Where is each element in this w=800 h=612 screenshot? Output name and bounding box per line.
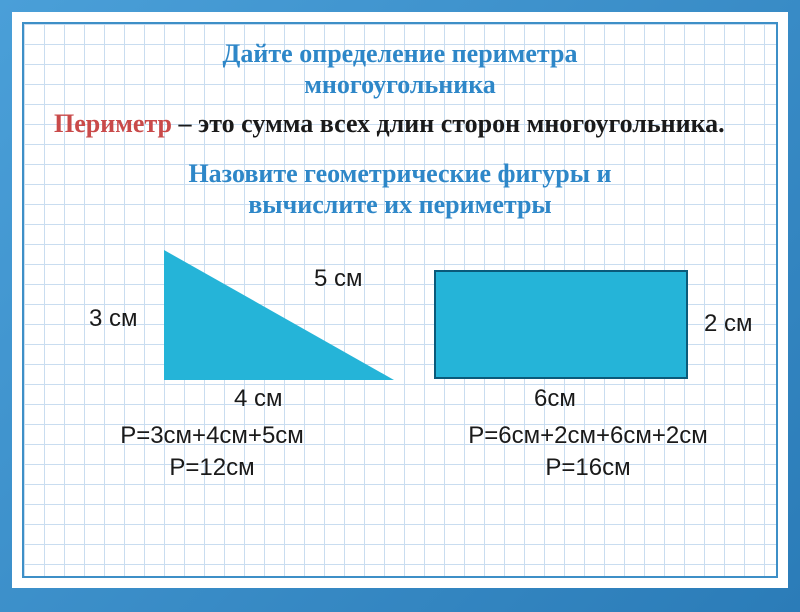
subtitle-line-2: вычислите их периметры <box>248 190 551 219</box>
title-line-2: многоугольника <box>304 70 496 99</box>
grid-background: Дайте определение периметра многоугольни… <box>22 22 778 578</box>
triangle-calc-1: Р=3см+4см+5см <box>24 420 400 452</box>
table-row: Р=3см+4см+5см Р=6см+2см+6см+2см <box>24 420 776 452</box>
content-area: Дайте определение периметра многоугольни… <box>24 24 776 576</box>
slide-frame: Дайте определение периметра многоугольни… <box>12 12 788 588</box>
shapes-container: 3 см 5 см 4 см 2 см 6см <box>24 230 776 420</box>
rectangle-side-w-label: 6см <box>534 385 576 413</box>
rectangle-calc-2: Р=16см <box>400 452 776 484</box>
calc-table: Р=3см+4см+5см Р=6см+2см+6см+2см Р=12см Р… <box>24 420 776 484</box>
rectangle-side-h-label: 2 см <box>704 310 753 338</box>
calculations: Р=3см+4см+5см Р=6см+2см+6см+2см Р=12см Р… <box>24 420 776 484</box>
table-row: Р=12см Р=16см <box>24 452 776 484</box>
main-title: Дайте определение периметра многоугольни… <box>24 24 776 100</box>
triangle-side-a-label: 3 см <box>89 305 138 333</box>
subtitle: Назовите геометрические фигуры и вычисли… <box>24 140 776 220</box>
triangle-calc-2: Р=12см <box>24 452 400 484</box>
rectangle-calc-1: Р=6см+2см+6см+2см <box>400 420 776 452</box>
definition-highlight: Периметр <box>54 109 172 138</box>
rectangle-shape <box>434 270 688 379</box>
triangle-side-b-label: 5 см <box>314 265 363 293</box>
definition-rest: – это сумма всех длин сторон многоугольн… <box>172 109 725 138</box>
title-line-1: Дайте определение периметра <box>223 39 578 68</box>
definition-text: Периметр – это сумма всех длин сторон мн… <box>24 100 776 139</box>
triangle-side-c-label: 4 см <box>234 385 283 413</box>
subtitle-line-1: Назовите геометрические фигуры и <box>188 159 611 188</box>
